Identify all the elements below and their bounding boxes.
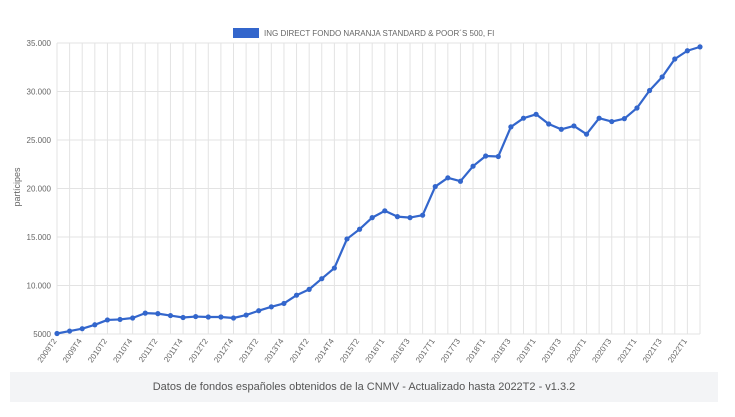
legend-label: ING DIRECT FONDO NARANJA STANDARD & POOR… <box>264 29 494 38</box>
data-point[interactable] <box>180 314 186 321</box>
data-point[interactable] <box>407 215 413 221</box>
series-line <box>56 45 701 335</box>
x-tick-label: 2018T3 <box>490 337 513 365</box>
legend-swatch <box>233 28 259 38</box>
x-tick-label: 2009T2 <box>36 337 59 365</box>
gridlines <box>56 42 701 335</box>
y-tick-label: 10.000 <box>27 282 52 291</box>
x-tick-label: 2018T1 <box>464 337 487 365</box>
x-tick-label: 2014T4 <box>313 337 336 365</box>
x-tick-label: 2017T3 <box>439 337 462 365</box>
data-point[interactable] <box>533 111 539 117</box>
data-point[interactable] <box>142 310 148 316</box>
data-point[interactable] <box>205 314 211 320</box>
data-point[interactable] <box>193 313 199 320</box>
series-layer <box>54 44 703 337</box>
legend[interactable]: ING DIRECT FONDO NARANJA STANDARD & POOR… <box>233 28 494 38</box>
x-tick-label: 2012T4 <box>212 337 235 365</box>
x-tick-label: 2010T4 <box>111 337 134 365</box>
y-tick-label: 30.000 <box>27 88 52 97</box>
x-tick-label: 2011T4 <box>162 337 185 364</box>
data-point[interactable] <box>520 115 527 121</box>
data-point[interactable] <box>445 175 451 181</box>
data-point[interactable] <box>457 178 464 184</box>
x-tick-label: 2016T1 <box>364 337 387 365</box>
data-point[interactable] <box>344 236 350 242</box>
data-point[interactable] <box>67 328 73 334</box>
data-point[interactable] <box>306 286 312 292</box>
y-tick-label: 5000 <box>33 330 51 339</box>
x-axis-ticks: 2009T2 2009T4 2010T2 2010T4 2011T2 2011T4 2012… <box>36 337 690 365</box>
data-point[interactable] <box>394 214 401 220</box>
data-point[interactable] <box>609 118 615 125</box>
data-point[interactable] <box>331 265 337 271</box>
x-tick-label: 2016T3 <box>389 337 412 365</box>
data-point[interactable] <box>432 183 438 190</box>
data-point[interactable] <box>218 314 224 320</box>
data-point[interactable] <box>167 312 174 319</box>
data-point[interactable] <box>356 226 363 232</box>
x-tick-label: 2011T2 <box>137 337 160 364</box>
x-tick-label: 2020T1 <box>565 337 588 365</box>
data-point[interactable] <box>155 311 161 317</box>
data-point[interactable] <box>646 87 653 94</box>
line-chart: ING DIRECT FONDO NARANJA STANDARD & POOR… <box>12 28 703 365</box>
data-point[interactable] <box>558 126 564 132</box>
x-tick-label: 2019T3 <box>540 337 563 365</box>
data-point[interactable] <box>268 304 274 310</box>
data-point[interactable] <box>382 208 388 214</box>
data-point[interactable] <box>596 115 602 121</box>
x-tick-label: 2021T1 <box>616 337 639 365</box>
data-point[interactable] <box>508 124 514 130</box>
data-point[interactable] <box>230 315 237 321</box>
data-point[interactable] <box>495 153 501 160</box>
x-tick-label: 2013T2 <box>237 337 260 365</box>
footer-bar: Datos de fondos españoles obtenidos de l… <box>10 372 718 402</box>
data-point[interactable] <box>697 44 703 50</box>
data-point[interactable] <box>634 105 640 111</box>
data-point[interactable] <box>54 330 60 337</box>
data-point[interactable] <box>621 116 627 122</box>
data-point[interactable] <box>243 312 249 318</box>
x-tick-label: 2022T1 <box>666 337 689 365</box>
data-point[interactable] <box>420 212 426 218</box>
data-point[interactable] <box>583 131 590 137</box>
x-tick-label: 2009T4 <box>61 337 84 365</box>
x-tick-label: 2021T3 <box>641 337 664 365</box>
x-tick-label: 2019T1 <box>515 337 538 365</box>
x-tick-label: 2020T3 <box>590 337 613 365</box>
data-point[interactable] <box>256 308 262 314</box>
y-tick-label: 20.000 <box>27 185 52 194</box>
data-point[interactable] <box>571 123 577 129</box>
x-tick-label: 2015T2 <box>338 337 361 365</box>
x-tick-label: 2014T2 <box>288 337 311 365</box>
data-point[interactable] <box>659 74 665 80</box>
y-tick-label: 35.000 <box>27 39 52 48</box>
data-point[interactable] <box>92 322 98 328</box>
y-axis-title: partícipes <box>12 167 22 207</box>
data-point[interactable] <box>117 316 123 323</box>
footer-text: Datos de fondos españoles obtenidos de l… <box>152 381 576 393</box>
data-point[interactable] <box>483 153 489 159</box>
data-point[interactable] <box>281 300 287 307</box>
y-tick-label: 15.000 <box>27 233 52 242</box>
data-point[interactable] <box>130 315 136 321</box>
y-axis-ticks: 5000 10.000 15.000 20.000 25.000 30.000 35.000 <box>27 39 52 339</box>
data-point[interactable] <box>79 326 85 332</box>
data-point[interactable] <box>684 48 690 54</box>
chart-area: ING DIRECT FONDO NARANJA STANDARD & POOR… <box>12 28 703 365</box>
x-tick-label: 2012T2 <box>187 337 210 365</box>
y-tick-label: 25.000 <box>27 136 52 145</box>
data-point[interactable] <box>546 121 552 127</box>
data-point[interactable] <box>369 215 375 221</box>
x-tick-label: 2010T2 <box>86 337 109 365</box>
data-point[interactable] <box>319 276 325 282</box>
data-point[interactable] <box>672 56 678 62</box>
data-point[interactable] <box>293 292 300 298</box>
data-point[interactable] <box>470 163 476 169</box>
data-point[interactable] <box>104 317 111 323</box>
x-tick-label: 2013T4 <box>263 337 286 365</box>
x-tick-label: 2017T1 <box>414 337 437 365</box>
